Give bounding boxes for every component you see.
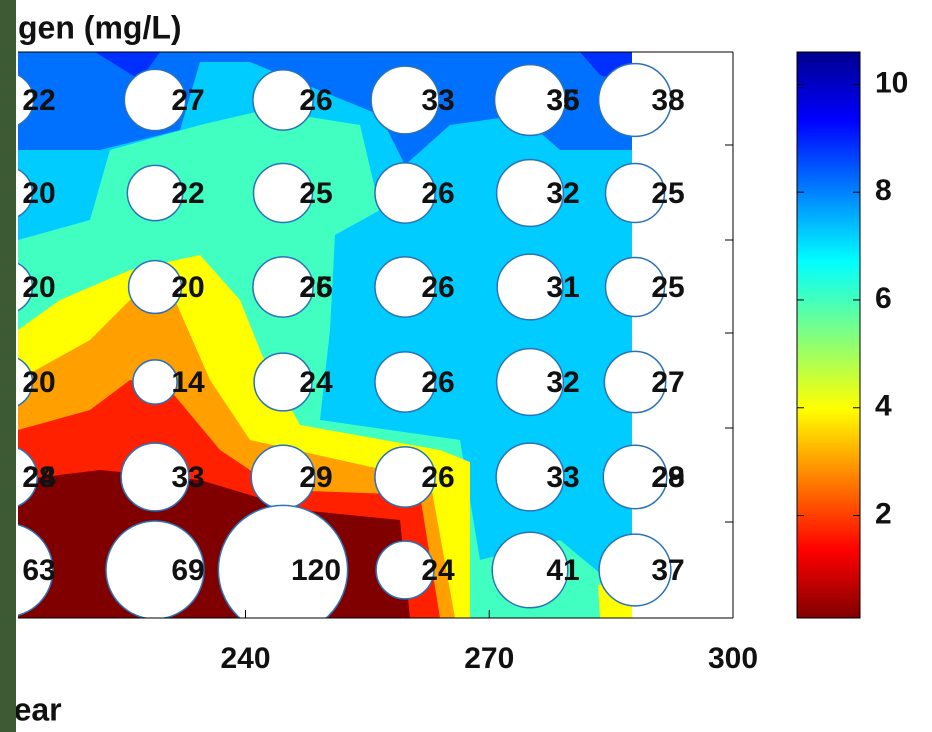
bubble-label: 20 <box>171 271 204 304</box>
bubble <box>598 533 672 607</box>
bubble-label: 25 <box>651 177 684 210</box>
bubble <box>252 256 314 318</box>
colorbar-tick-label: 8 <box>875 174 892 207</box>
bubble-label: 25 <box>299 271 332 304</box>
bubble <box>374 162 436 224</box>
bubble-label: 24 <box>299 366 333 399</box>
bubble-label: 32 <box>546 366 579 399</box>
bubble-label: 35 <box>546 84 579 117</box>
bubble <box>370 65 440 135</box>
bubble <box>495 158 565 228</box>
bubble <box>374 446 436 508</box>
bubble <box>252 162 314 224</box>
bubble-label: 25 <box>651 271 684 304</box>
bubble-label: 28 <box>22 461 55 494</box>
bubble <box>252 69 314 131</box>
bubble-label: 28 <box>651 461 684 494</box>
bubble <box>604 256 666 318</box>
bubble-label: 120 <box>291 554 341 587</box>
bubble <box>123 68 187 132</box>
bubble-label: 41 <box>546 554 579 587</box>
right-ticks <box>725 144 733 523</box>
bubble <box>602 444 668 510</box>
background-strip <box>0 0 16 732</box>
bubble-label: 24 <box>22 461 56 494</box>
bubble-label: 26 <box>421 461 454 494</box>
bubble <box>597 62 673 138</box>
bubble-label: 20 <box>22 177 55 210</box>
bubble-label: 26 <box>421 366 454 399</box>
bubble-label: 20 <box>22 366 55 399</box>
bubble-label: 29 <box>299 461 332 494</box>
bubble <box>491 531 569 609</box>
bubble-label: 26 <box>421 271 454 304</box>
bubble-label: 24 <box>421 554 455 587</box>
bubble-label: 37 <box>651 554 684 587</box>
bubble <box>374 256 436 318</box>
bubble <box>217 504 349 618</box>
bubble <box>132 359 178 405</box>
bubble <box>18 523 54 617</box>
bubble-label: 63 <box>22 554 55 587</box>
bubble-label: 32 <box>546 177 579 210</box>
bubble <box>126 164 184 222</box>
x-tick-label: 270 <box>464 642 514 675</box>
bubble-label: 14 <box>171 366 205 399</box>
bubble-label: 25 <box>299 177 332 210</box>
bubble-label: 26 <box>299 84 332 117</box>
colorbar-tick-label: 10 <box>875 66 908 99</box>
bubble <box>603 350 667 414</box>
bubble <box>105 520 205 618</box>
bubble <box>604 162 666 224</box>
bubble-label: 22 <box>22 84 55 117</box>
colorbar-tick-label: 4 <box>875 390 892 423</box>
bubble-label: 33 <box>546 461 579 494</box>
bubble <box>120 442 190 512</box>
x-tick-label: 240 <box>220 642 270 675</box>
bubble-label: 22 <box>171 177 204 210</box>
colorbar-tick-label: 2 <box>875 498 892 531</box>
bubble-label: 36 <box>546 84 579 117</box>
bubble-label: 26 <box>421 177 454 210</box>
bubble-label: 26 <box>299 271 332 304</box>
x-tick-label: 300 <box>708 642 758 675</box>
bubble <box>18 447 38 507</box>
bubble <box>18 74 35 126</box>
bubble <box>18 262 34 312</box>
bubble-label: 27 <box>171 84 204 117</box>
bubble <box>18 357 34 407</box>
chart-title: gen (mg/L) <box>18 9 182 45</box>
bubble-label: 33 <box>421 84 454 117</box>
bubble <box>127 259 183 315</box>
bubble-label: 33 <box>171 461 204 494</box>
bubble <box>18 168 34 218</box>
bubble-label: 29 <box>651 461 684 494</box>
bubble-label: 38 <box>651 84 684 117</box>
bubble <box>493 63 567 137</box>
bubble <box>375 540 435 600</box>
bubble <box>495 442 565 512</box>
bubble-label: 20 <box>22 271 55 304</box>
bubble <box>496 253 564 321</box>
bubble-layer <box>18 62 673 618</box>
colorbar <box>796 51 861 619</box>
bubble <box>374 351 436 413</box>
bubble-label: 69 <box>171 554 204 587</box>
colorbar-tick-label: 6 <box>875 282 892 315</box>
bubble-label: 27 <box>651 366 684 399</box>
bubble <box>253 352 313 412</box>
bubble-label: 31 <box>546 271 579 304</box>
bubble <box>495 347 565 417</box>
